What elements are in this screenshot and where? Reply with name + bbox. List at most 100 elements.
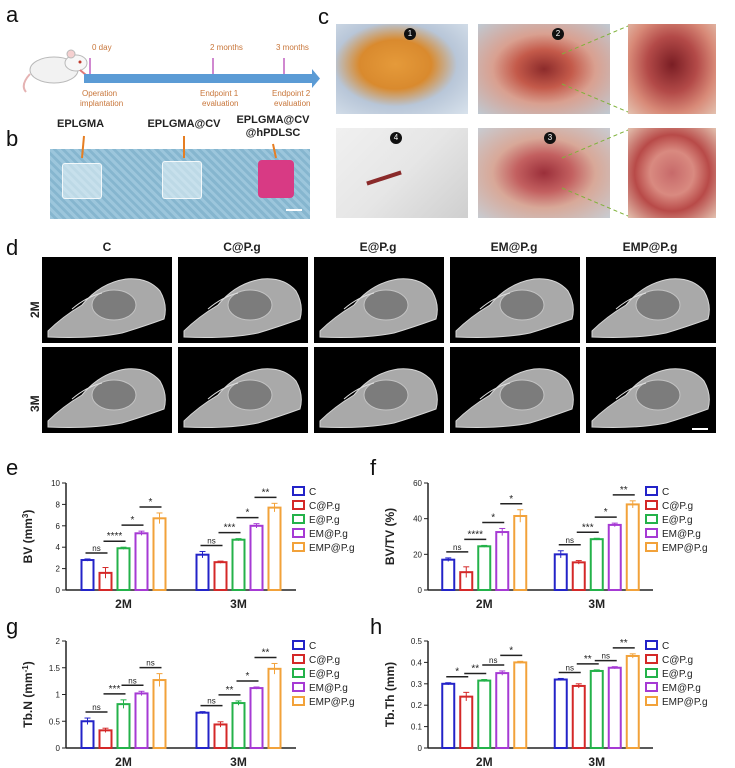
legend-swatch (645, 542, 658, 552)
bar (134, 692, 149, 749)
bar (152, 679, 167, 749)
significance-label: ns (207, 536, 215, 545)
ct-image (314, 347, 444, 433)
ct-image (42, 257, 172, 343)
legend-swatch (645, 668, 658, 678)
legend-label: EM@P.g (309, 529, 348, 540)
significance-label: ns (602, 652, 610, 661)
bar (477, 679, 492, 749)
hydrogel-sample-cell-laden (258, 160, 294, 198)
y-tick-label: 0.3 (411, 680, 423, 689)
bar (607, 666, 622, 749)
significance-label: * (509, 645, 513, 656)
y-tick-label: 2 (56, 565, 61, 574)
bar (267, 667, 282, 750)
significance-label: * (491, 512, 495, 523)
surgery-photo-1: 1 (336, 24, 468, 114)
hydrogel-photo (50, 149, 310, 219)
bar (152, 517, 167, 592)
tick-label-0: 0 day (92, 43, 112, 52)
y-axis-label-main: Tb.Th (mm) (383, 662, 397, 727)
timeline-panel: 0 day 2 months 3 months Operation implan… (20, 30, 320, 125)
significance-label: *** (109, 684, 121, 695)
bar (80, 720, 95, 749)
bar (589, 538, 604, 592)
legend-label: E@P.g (662, 515, 693, 526)
bar (98, 729, 113, 750)
significance-label: ns (92, 703, 100, 712)
event-1-line2: evaluation (202, 99, 238, 108)
bar (553, 553, 568, 592)
zoom-guide-lines (561, 25, 629, 217)
significance-label: ns (207, 697, 215, 706)
timeline-graphic: 0 day 2 months 3 months Operation implan… (22, 43, 320, 108)
ct-image (42, 347, 172, 433)
ct-column-label: C@P.g (223, 240, 261, 254)
y-tick-label: 1 (56, 691, 61, 700)
legend-label: EM@P.g (662, 529, 701, 540)
y-tick-label: 0 (418, 744, 423, 753)
bar (213, 723, 228, 749)
ct-column-label: EM@P.g (490, 240, 538, 254)
y-axis-label-main: BV (mm (21, 518, 35, 563)
bar (195, 711, 210, 750)
legend-label: C@P.g (309, 655, 340, 666)
y-tick-label: 1.5 (49, 664, 61, 673)
legend-swatch (645, 696, 658, 706)
x-category-label: 3M (588, 755, 605, 768)
legend-swatch (645, 654, 658, 664)
bar (213, 561, 228, 591)
significance-label: ns (453, 543, 461, 552)
legend-label: C (309, 641, 316, 652)
y-axis-label: Tb.Th (mm) (383, 662, 397, 727)
timeline-bar (84, 74, 312, 83)
timeline-arrow-icon (312, 69, 320, 88)
x-category-label: 3M (588, 597, 605, 611)
significance-label: ns (92, 544, 100, 553)
bar (495, 531, 510, 591)
event-0-line2: implantation (80, 99, 123, 108)
ct-image (178, 257, 308, 343)
bar (625, 503, 640, 591)
event-1-line1: Endpoint 1 (200, 89, 239, 98)
significance-label: ns (566, 663, 574, 672)
bar (441, 558, 456, 591)
ct-image (586, 347, 716, 433)
ct-image (314, 257, 444, 343)
y-axis-label-tail: ) (21, 661, 35, 665)
y-tick-label: 0 (418, 586, 423, 595)
surgery-photo-4: 4 (336, 128, 468, 218)
significance-label: ** (584, 654, 592, 665)
bar (571, 561, 586, 591)
y-tick-label: 0.5 (411, 637, 423, 646)
legend-swatch (645, 500, 658, 510)
panel-letter-g: g (6, 614, 19, 639)
legend-swatch (292, 654, 305, 664)
significance-label: * (246, 671, 250, 682)
legend-swatch (292, 682, 305, 692)
legend-label: C@P.g (662, 501, 693, 512)
legend-label: C (662, 487, 669, 498)
hydrogel-sample-plain (62, 163, 102, 199)
legend-label: EMP@P.g (309, 543, 355, 554)
significance-label: * (149, 497, 153, 508)
y-tick-label: 2 (56, 637, 61, 646)
legend-swatch (645, 640, 658, 650)
legend-label: C@P.g (662, 655, 693, 666)
legend-label: E@P.g (662, 669, 693, 680)
y-tick-label: 6 (56, 522, 61, 531)
surgery-photo-3: 3 (478, 128, 610, 218)
bar (607, 523, 622, 591)
x-category-label: 2M (476, 597, 493, 611)
bar (513, 661, 528, 749)
bar (116, 547, 131, 591)
panel-letter-f: f (370, 455, 377, 480)
y-axis-label-tail: ) (21, 510, 35, 514)
y-tick-label: 0 (56, 586, 61, 595)
ct-row-label: 2M (28, 301, 42, 318)
event-2-line2: evaluation (274, 99, 310, 108)
y-tick-label: 8 (56, 500, 61, 509)
surgery-zoom-1 (628, 24, 716, 114)
y-tick-label: 0.2 (411, 701, 423, 710)
bar (231, 538, 246, 591)
